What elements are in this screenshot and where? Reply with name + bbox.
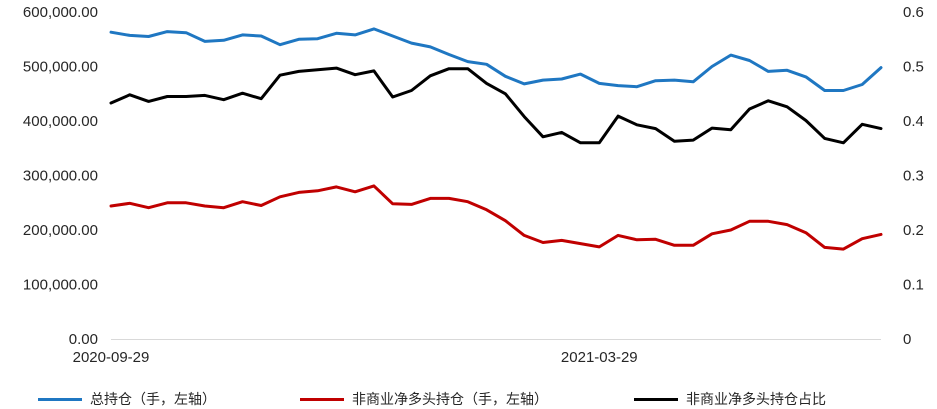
right-axis-tick-label: 0.3	[903, 168, 924, 185]
right-axis-tick-label: 0.1	[903, 277, 924, 294]
left-axis-tick-label: 400,000.00	[23, 113, 98, 130]
legend-item-net-long-position: 非商业净多头持仓（手，左轴）	[300, 389, 548, 409]
right-axis-tick-label: 0.5	[903, 59, 924, 76]
legend-swatch-net-long-position	[300, 397, 344, 401]
series-lines	[109, 27, 883, 251]
legend-swatch-net-long-ratio	[634, 397, 678, 401]
legend-label-net-long-position: 非商业净多头持仓（手，左轴）	[352, 391, 548, 407]
left-axis-tick-labels: 0.00 100,000.00 200,000.00 300,000.00 400,00…	[23, 4, 98, 348]
left-axis-tick-label: 200,000.00	[23, 222, 98, 239]
left-axis-tick-label: 300,000.00	[23, 168, 98, 185]
series-line-0	[109, 27, 883, 92]
right-axis-tick-label: 0.4	[903, 113, 924, 130]
right-axis-tick-label: 0	[903, 331, 911, 348]
x-axis-tick-label: 2020-09-29	[73, 349, 150, 366]
left-axis-tick-label: 500,000.00	[23, 59, 98, 76]
left-axis-tick-label: 0.00	[69, 331, 98, 348]
right-axis-tick-labels: 0 0.1 0.2 0.3 0.4 0.5 0.6	[903, 4, 924, 348]
series-line-2	[109, 66, 883, 145]
legend-swatch-total-open-interest	[38, 397, 82, 401]
legend-label-net-long-ratio: 非商业净多头持仓占比	[686, 391, 826, 407]
legend-label-total-open-interest: 总持仓（手，左轴）	[90, 391, 216, 407]
left-axis-tick-label: 100,000.00	[23, 277, 98, 294]
legend-item-net-long-ratio: 非商业净多头持仓占比	[634, 389, 826, 409]
right-axis-tick-label: 0.2	[903, 222, 924, 239]
right-axis-tick-label: 0.6	[903, 4, 924, 21]
series-line-1	[109, 184, 883, 251]
legend: 总持仓（手，左轴） 非商业净多头持仓（手，左轴） 非商业净多头持仓占比	[0, 389, 937, 409]
left-axis-tick-label: 600,000.00	[23, 4, 98, 21]
x-axis-tick-labels: 2020-09-29 2021-03-29	[73, 349, 638, 366]
legend-item-total-open-interest: 总持仓（手，左轴）	[38, 389, 216, 409]
x-axis-tick-label: 2021-03-29	[561, 349, 638, 366]
